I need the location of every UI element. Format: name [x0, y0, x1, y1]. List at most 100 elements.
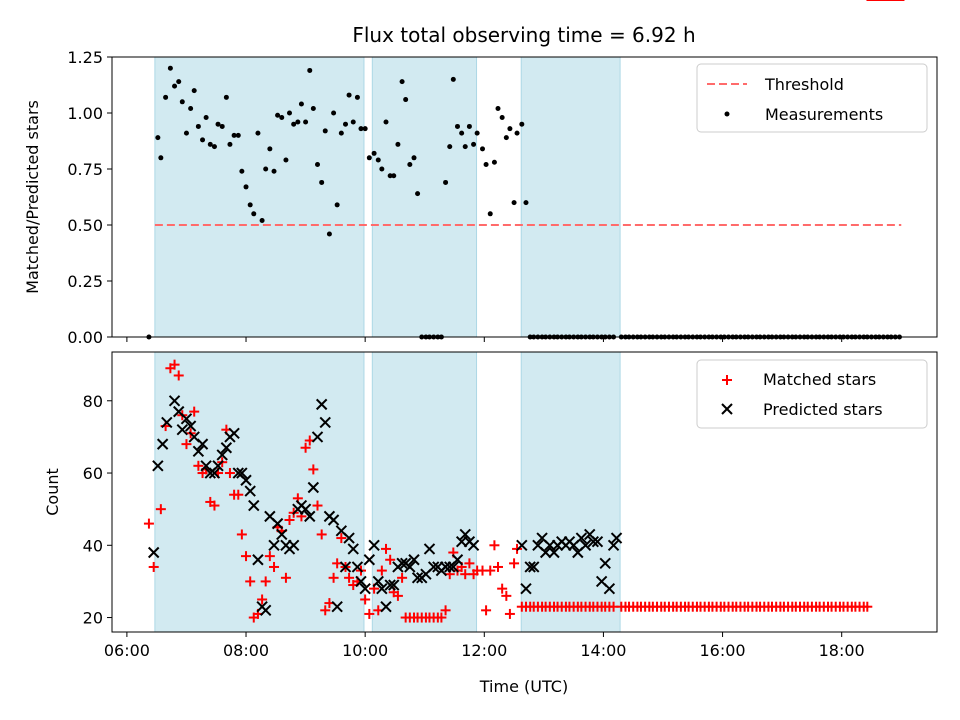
measurement-point [251, 211, 256, 216]
measurement-point [484, 162, 489, 167]
y-tick-label: 60 [83, 464, 103, 483]
x-tick-label: 10:00 [342, 641, 388, 660]
measurement-point [327, 231, 332, 236]
measurement-point [180, 99, 185, 104]
measurement-point [351, 119, 356, 124]
top-legend: Threshold Measurements [697, 64, 927, 132]
measurement-point [323, 128, 328, 133]
measurement-point [367, 155, 372, 160]
measurement-point [467, 124, 472, 129]
measurement-point [363, 126, 368, 131]
measurement-point [155, 135, 160, 140]
y-tick-label: 0.25 [67, 272, 103, 291]
observing-window [521, 57, 620, 337]
measurement-point [407, 162, 412, 167]
x-tick-label: 16:00 [700, 641, 746, 660]
measurement-point [343, 122, 348, 127]
measurement-point [480, 146, 485, 151]
measurement-point [412, 155, 417, 160]
figure: Flux total observing time = 6.92 h 0.00 0… [0, 0, 960, 720]
observing-window [155, 57, 364, 337]
measurement-point [339, 131, 344, 136]
measurement-point [512, 200, 517, 205]
chart-title: Flux total observing time = 6.92 h [352, 23, 695, 47]
measurement-point [244, 184, 249, 189]
y-tick-label: 0.75 [67, 160, 103, 179]
x-tick-label: 06:00 [104, 641, 150, 660]
legend-matched-label: Matched stars [763, 370, 876, 389]
measurement-point [372, 151, 377, 156]
measurement-point [196, 124, 201, 129]
measurement-point [220, 124, 225, 129]
bottom-y-axis-label: Count [43, 468, 62, 516]
measurement-point [519, 122, 524, 127]
measurement-point [287, 111, 292, 116]
measurement-point [443, 180, 448, 185]
measurement-point [507, 126, 512, 131]
measurement-point [384, 119, 389, 124]
measurement-point [335, 202, 340, 207]
measurement-point [200, 137, 205, 142]
measurement-point [224, 95, 229, 100]
measurement-point [163, 95, 168, 100]
measurement-point [391, 173, 396, 178]
measurement-point [415, 191, 420, 196]
observing-window [521, 352, 620, 632]
measurement-point [272, 169, 277, 174]
measurement-point [260, 218, 265, 223]
measurement-point [176, 79, 181, 84]
measurement-point [492, 160, 497, 165]
measurement-point [248, 202, 253, 207]
measurement-point [395, 142, 400, 147]
measurement-point [204, 115, 209, 120]
observing-window [155, 352, 364, 632]
x-tick-label: 14:00 [580, 641, 626, 660]
measurement-point [263, 167, 268, 172]
measurement-point [255, 131, 260, 136]
measurement-point [295, 119, 300, 124]
measurement-point [504, 135, 509, 140]
y-tick-label: 1.25 [67, 48, 103, 67]
bottom-observing-windows [155, 352, 620, 632]
measurement-point [331, 111, 336, 116]
y-tick-label: 0.00 [67, 328, 103, 347]
measurement-point [188, 106, 193, 111]
measurement-point [172, 84, 177, 89]
y-tick-label: 40 [83, 536, 103, 555]
measurement-point [227, 142, 232, 147]
legend-measurements-label: Measurements [765, 105, 883, 124]
measurement-point [515, 131, 520, 136]
measurement-point [463, 144, 468, 149]
legend-measurements-marker [725, 112, 730, 117]
y-tick-label: 0.50 [67, 216, 103, 235]
y-tick-label: 1.00 [67, 104, 103, 123]
bottom-legend: Matched stars Predicted stars [697, 360, 927, 428]
measurement-point [451, 77, 456, 82]
measurement-point [299, 102, 304, 107]
measurement-point [475, 131, 480, 136]
measurement-point [192, 88, 197, 93]
legend-threshold-label: Threshold [764, 75, 844, 94]
measurement-point [168, 66, 173, 71]
measurement-point [283, 158, 288, 163]
measurement-point [355, 95, 360, 100]
chart-svg: Flux total observing time = 6.92 h 0.00 0… [0, 0, 960, 720]
y-tick-label: 20 [83, 609, 103, 628]
measurement-point [376, 158, 381, 163]
measurement-point [447, 144, 452, 149]
measurement-point [347, 93, 352, 98]
measurement-point [403, 97, 408, 102]
measurement-point [523, 200, 528, 205]
legend-predicted-label: Predicted stars [763, 400, 883, 419]
measurement-point [319, 180, 324, 185]
measurement-point [488, 211, 493, 216]
observing-window [372, 352, 476, 632]
measurement-point [212, 144, 217, 149]
measurement-point [455, 124, 460, 129]
measurement-point [471, 142, 476, 147]
observing-window [372, 57, 476, 337]
measurement-point [303, 119, 308, 124]
measurement-point [495, 106, 500, 111]
measurement-point [184, 131, 189, 136]
top-y-axis-label: Matched/Predicted stars [23, 100, 42, 294]
